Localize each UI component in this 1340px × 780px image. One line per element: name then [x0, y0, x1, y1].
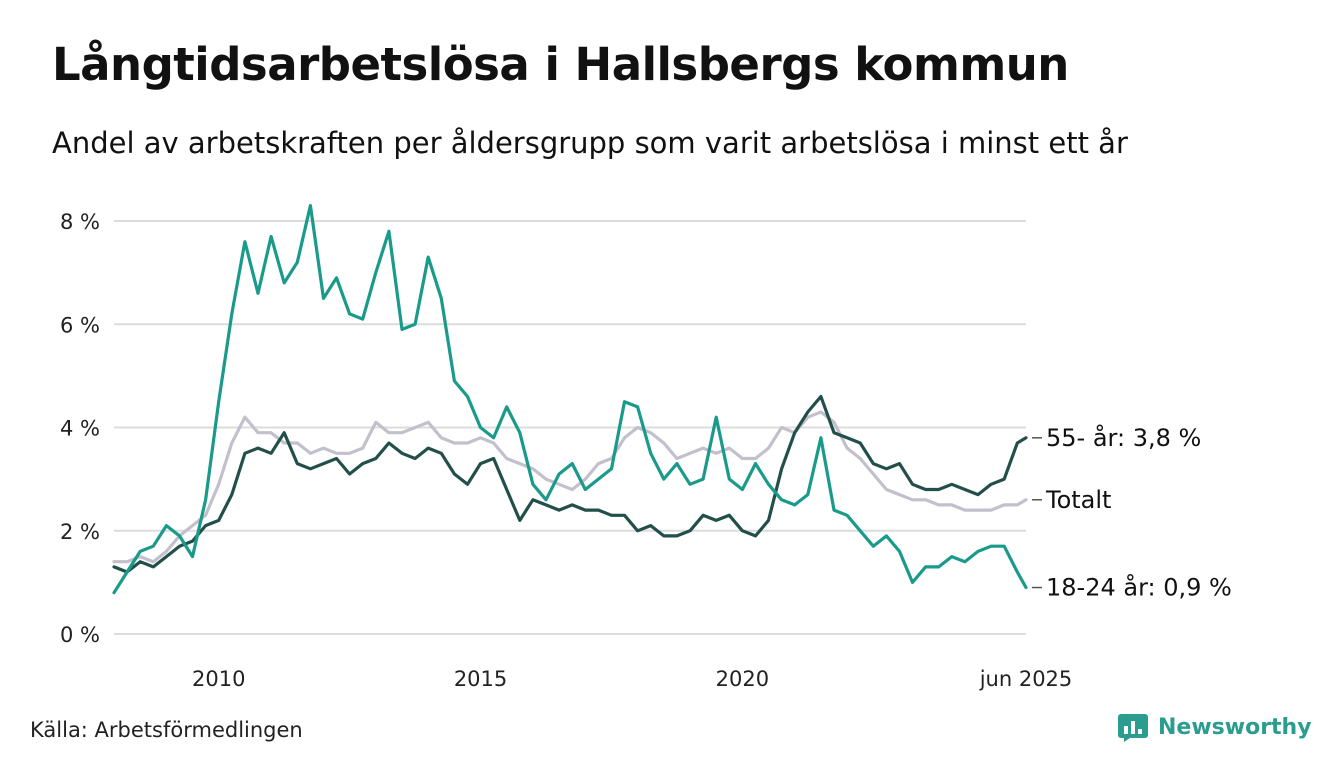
series-line: [112, 203, 1028, 595]
series-end-label: 55- år: 3,8 %: [1046, 423, 1201, 452]
x-axis-tick-labels: 2010 2015 2020 jun 2025: [192, 667, 1072, 691]
x-tick-label: 2010: [192, 667, 245, 691]
y-tick-label: 6 %: [60, 313, 100, 337]
series-lines: [112, 203, 1028, 595]
chart-subtitle: Andel av arbetskraften per åldersgrupp s…: [52, 126, 1128, 160]
x-tick-label: jun 2025: [979, 667, 1073, 691]
gridlines: [114, 220, 1026, 635]
brand-name: Newsworthy: [1158, 714, 1312, 740]
y-tick-label: 0 %: [60, 623, 100, 647]
series-line: [112, 410, 1028, 564]
brand-logo: Newsworthy: [1118, 712, 1312, 742]
x-tick-label: 2015: [454, 667, 507, 691]
x-tick-label: 2020: [716, 667, 769, 691]
series-end-label: Totalt: [1045, 486, 1111, 514]
series-end-labels: Totalt 55- år: 3,8 % 18-24 år: 0,9 %: [1032, 423, 1232, 602]
newsworthy-logo-icon: [1118, 714, 1148, 742]
series-line: [112, 394, 1028, 574]
chart-title: Långtidsarbetslösa i Hallsbergs kommun: [52, 38, 1069, 91]
y-axis-tick-labels: 0 % 2 % 4 % 6 % 8 %: [60, 210, 100, 647]
series-end-label: 18-24 år: 0,9 %: [1046, 573, 1232, 602]
y-tick-label: 8 %: [60, 210, 100, 234]
y-tick-label: 2 %: [60, 520, 100, 544]
source-note: Källa: Arbetsförmedlingen: [30, 718, 303, 742]
line-chart: 0 % 2 % 4 % 6 % 8 % 2010 2015 2020 jun 2025 Tot…: [60, 203, 1232, 691]
y-tick-label: 4 %: [60, 417, 100, 441]
